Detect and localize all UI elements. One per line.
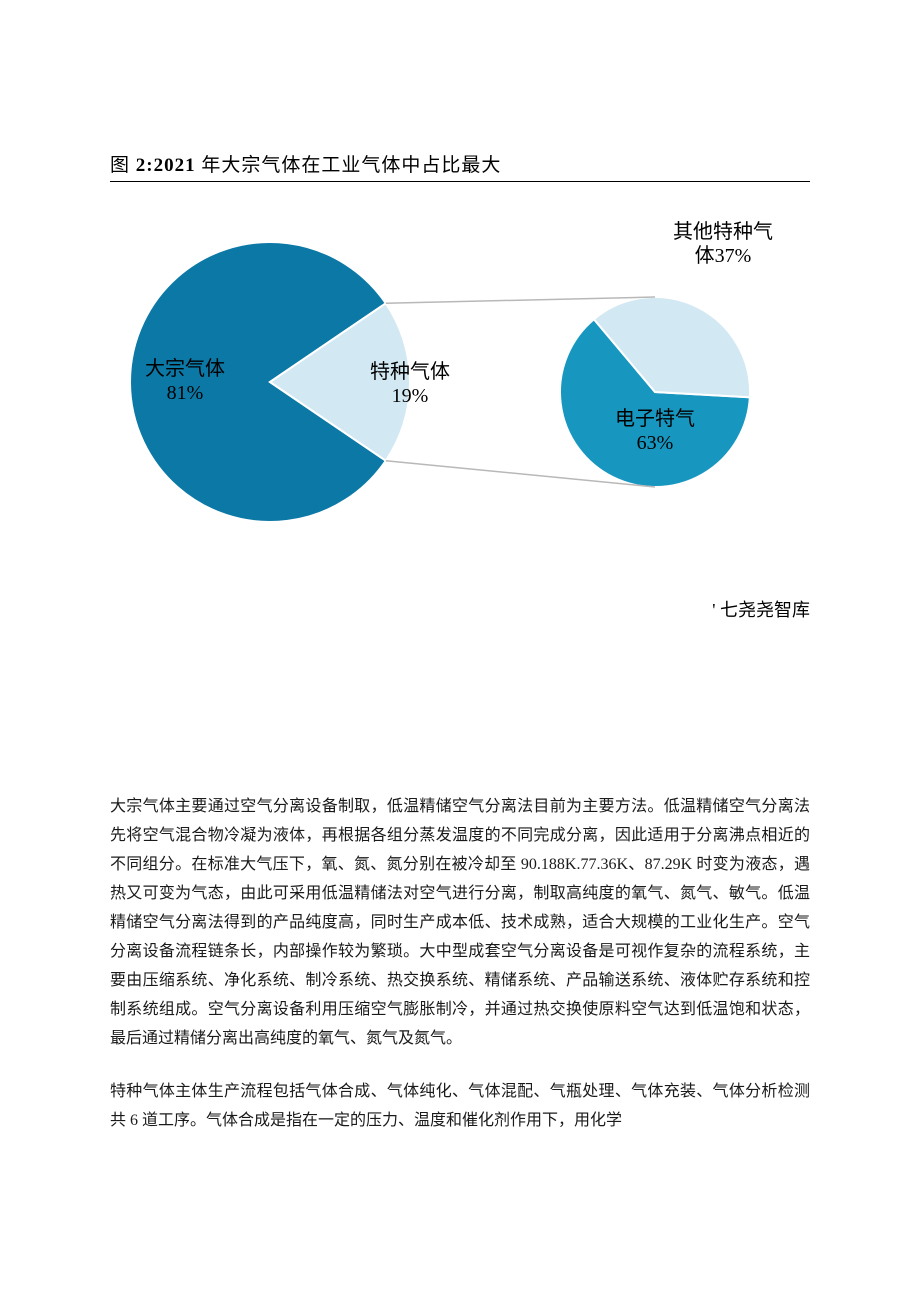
- title-prefix: 图: [110, 155, 136, 176]
- main-slice-1-label: 特种气体 19%: [370, 360, 450, 408]
- paragraph-1: 大宗气体主要通过空气分离设备制取，低温精储空气分离法目前为主要方法。低温精储空气…: [110, 792, 810, 1053]
- source-citation: ' 七尧尧智库: [712, 596, 810, 622]
- title-suffix: 年大宗气体在工业气体中占比最大: [196, 155, 502, 176]
- main-slice-0-label: 大宗气体 81%: [145, 357, 225, 405]
- pie-chart-figure: 大宗气体 81% 特种气体 19% 电子特气 63% 其他特种气 体37% ' …: [110, 212, 810, 592]
- title-number: 2:2021: [136, 155, 196, 176]
- breakout-slice-1-label: 其他特种气 体37%: [673, 220, 773, 268]
- body-text: 大宗气体主要通过空气分离设备制取，低温精储空气分离法目前为主要方法。低温精储空气…: [110, 792, 810, 1135]
- breakout-slice-0-label: 电子特气 63%: [615, 407, 695, 455]
- paragraph-2: 特种气体主体生产流程包括气体合成、气体纯化、气体混配、气瓶处理、气体充装、气体分…: [110, 1077, 810, 1135]
- figure-title: 图 2:2021 年大宗气体在工业气体中占比最大: [110, 150, 810, 182]
